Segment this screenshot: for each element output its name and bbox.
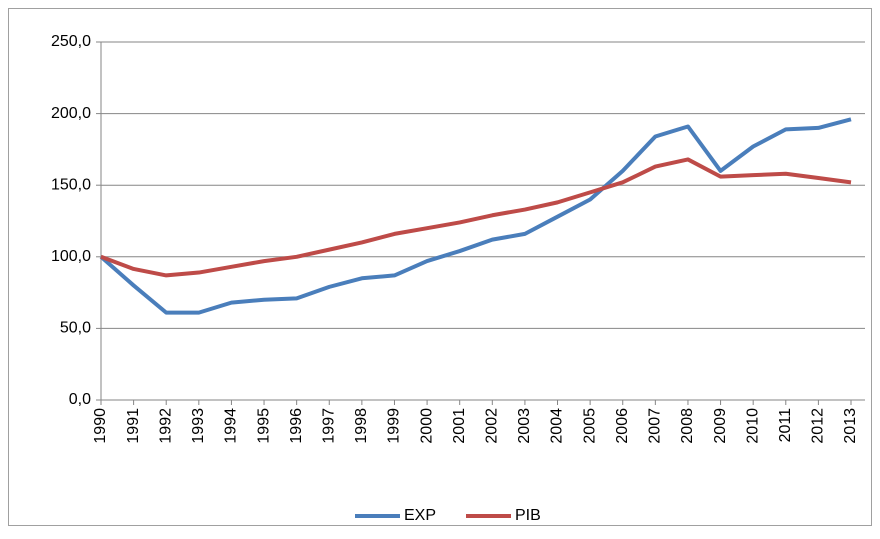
x-tick-label: 2001 bbox=[451, 408, 468, 444]
x-tick-label: 1997 bbox=[320, 408, 337, 444]
x-tick-label: 1991 bbox=[125, 408, 142, 444]
legend-label: PIB bbox=[515, 507, 541, 524]
legend-label: EXP bbox=[404, 507, 436, 524]
x-tick-label: 1998 bbox=[353, 408, 370, 444]
y-tick-label: 200,0 bbox=[51, 105, 91, 122]
x-tick-label: 1990 bbox=[92, 408, 109, 444]
x-tick-label: 1992 bbox=[157, 408, 174, 444]
y-tick-label: 250,0 bbox=[51, 33, 91, 50]
x-tick-label: 2010 bbox=[744, 408, 761, 444]
y-tick-label: 100,0 bbox=[51, 248, 91, 265]
x-tick-label: 2011 bbox=[777, 408, 794, 443]
y-tick-label: 0,0 bbox=[69, 391, 91, 408]
x-tick-label: 2005 bbox=[581, 408, 598, 444]
x-tick-label: 2002 bbox=[484, 408, 501, 444]
x-tick-label: 2003 bbox=[516, 408, 533, 444]
series-line bbox=[99, 117, 852, 315]
series-line bbox=[100, 157, 852, 278]
x-tick-label: 2004 bbox=[549, 408, 566, 444]
x-tick-label: 2007 bbox=[647, 408, 664, 444]
y-tick-label: 150,0 bbox=[51, 176, 91, 193]
x-tick-label: 1996 bbox=[288, 408, 305, 444]
x-tick-label: 1994 bbox=[223, 408, 240, 444]
x-tick-label: 2013 bbox=[842, 408, 859, 444]
x-tick-label: 2009 bbox=[712, 408, 729, 444]
x-tick-label: 1999 bbox=[386, 408, 403, 444]
x-tick-label: 2006 bbox=[614, 408, 631, 444]
x-tick-label: 1995 bbox=[255, 408, 272, 444]
y-tick-label: 50,0 bbox=[60, 320, 91, 337]
x-tick-label: 2008 bbox=[679, 408, 696, 444]
x-tick-label: 2000 bbox=[418, 408, 435, 444]
chart-border bbox=[8, 8, 872, 526]
x-tick-label: 1993 bbox=[190, 408, 207, 444]
x-tick-label: 2012 bbox=[810, 408, 827, 444]
